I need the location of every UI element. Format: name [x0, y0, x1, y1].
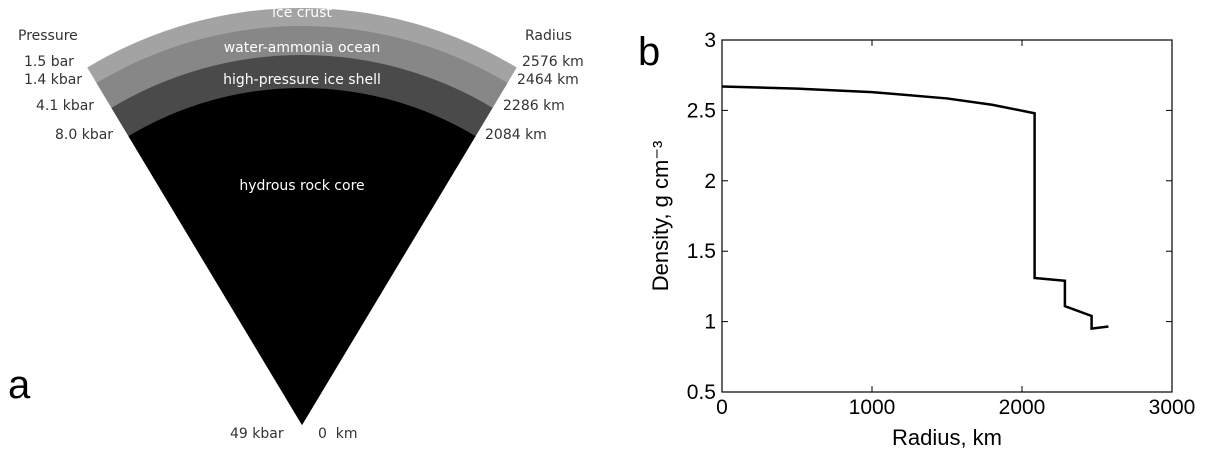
pressure-header: Pressure: [18, 28, 78, 44]
pressure-label: 8.0 kbar: [55, 127, 113, 143]
plot: 0.5 1 1.5 2 2.5 3 0 1000 2000 3000: [687, 29, 1196, 419]
radius-header: Radius: [525, 28, 572, 44]
pressure-label: 1.5 bar: [24, 54, 74, 70]
x-tick-label: 2000: [999, 396, 1046, 419]
x-tick-label: 0: [716, 396, 728, 419]
y-tick-label: 2: [704, 170, 716, 193]
layer-label: hydrous rock core: [239, 178, 364, 194]
plot-frame: [721, 39, 1173, 393]
y-axis-label: Density, g cm⁻³: [648, 141, 673, 292]
panel-label: a: [8, 363, 31, 407]
radius-label: 2286 km: [503, 98, 565, 114]
y-tick-label: 2.5: [687, 99, 716, 122]
layer-label: ice crust: [272, 5, 332, 21]
radius-label: 0 km: [318, 426, 358, 442]
y-tick-label: 1: [704, 311, 716, 334]
radius-label: 2084 km: [485, 127, 547, 143]
pressure-label: 1.4 kbar: [24, 72, 82, 88]
layer-shape: [128, 87, 476, 425]
x-tick-label: 1000: [849, 396, 896, 419]
y-tick-label: 1.5: [687, 240, 716, 263]
y-tick-label: 3: [704, 29, 716, 52]
wedge: ice crust water-ammonia ocean high-pressur…: [87, 5, 517, 426]
layer-label: high-pressure ice shell: [223, 72, 381, 88]
radius-label: 2576 km: [522, 54, 584, 70]
x-axis-label: Radius, km: [892, 425, 1002, 450]
layer-label: water-ammonia ocean: [224, 40, 381, 56]
y-tick-label: 0.5: [687, 381, 716, 404]
pressure-label: 4.1 kbar: [36, 98, 94, 114]
density-line: [721, 85, 1109, 331]
pressure-label: 49 kbar: [230, 426, 284, 442]
radius-label: 2464 km: [517, 72, 579, 88]
panel-label: b: [638, 30, 660, 74]
x-tick-label: 3000: [1149, 396, 1196, 419]
